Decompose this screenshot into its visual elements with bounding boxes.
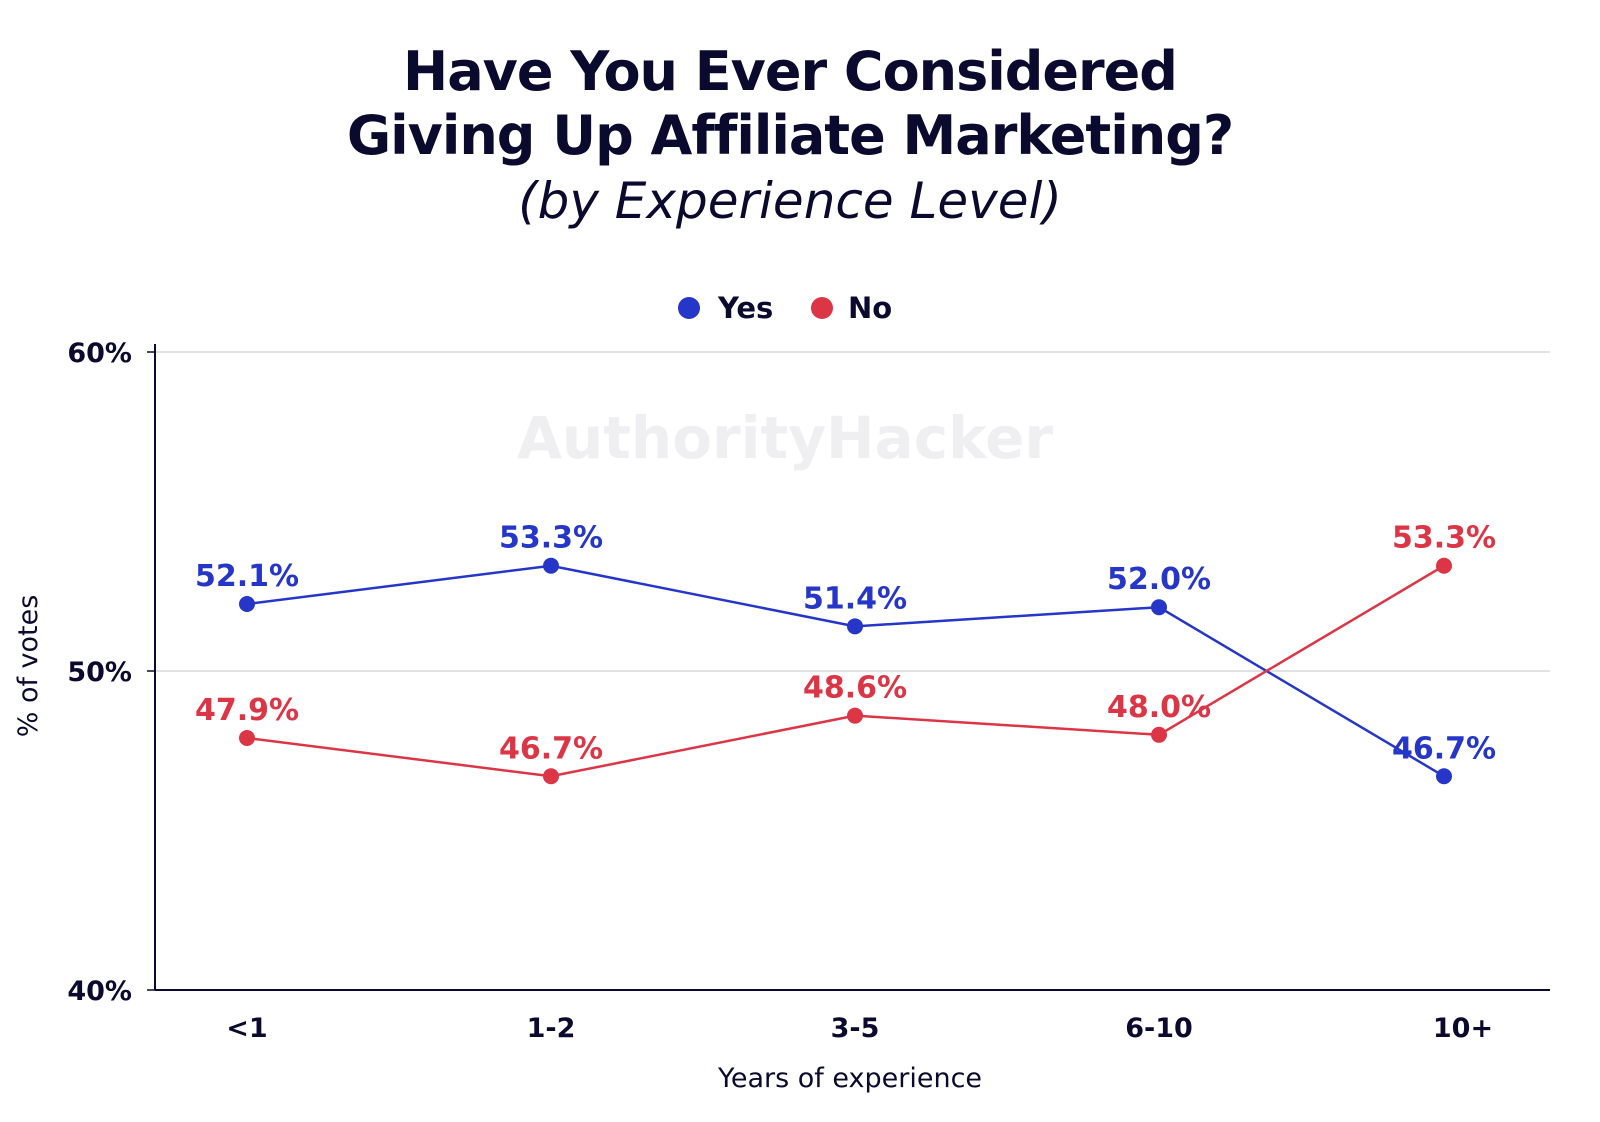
data-point-yes [239, 596, 255, 613]
data-point-yes [1436, 768, 1452, 785]
data-label-no: 47.9% [195, 693, 299, 728]
y-axis-title: % of votes [13, 595, 44, 738]
data-point-no [847, 707, 863, 724]
data-point-no [1436, 557, 1452, 574]
data-point-yes [1151, 599, 1167, 616]
chart-title-line2: Giving Up Affiliate Marketing? [346, 104, 1234, 167]
x-tick-label: 6-10 [1125, 1013, 1193, 1044]
x-tick-label: 10+ [1433, 1013, 1493, 1044]
y-tick-label: 40% [67, 976, 132, 1007]
x-tick-label: 1-2 [527, 1013, 576, 1044]
x-tick-label: 3-5 [831, 1013, 880, 1044]
legend-label-yes: Yes [717, 291, 773, 325]
y-tick-label: 60% [67, 338, 132, 369]
chart-subtitle: (by Experience Level) [518, 172, 1062, 230]
data-label-yes: 53.3% [499, 521, 603, 556]
data-point-yes [543, 557, 559, 574]
data-label-yes: 52.0% [1107, 562, 1211, 597]
data-point-no [543, 768, 559, 785]
data-label-yes: 46.7% [1392, 731, 1496, 766]
data-label-yes: 52.1% [195, 559, 299, 594]
x-axis-title: Years of experience [717, 1063, 982, 1094]
data-label-no: 46.7% [499, 731, 603, 766]
legend-label-no: No [848, 291, 892, 325]
data-point-no [1151, 726, 1167, 743]
legend-marker-yes [678, 297, 700, 319]
chart-title-line1: Have You Ever Considered [403, 40, 1178, 103]
data-label-yes: 51.4% [803, 581, 907, 616]
y-tick-label: 50% [67, 657, 132, 688]
legend-marker-no [811, 297, 833, 319]
data-label-no: 48.6% [803, 671, 907, 706]
data-point-no [239, 729, 255, 746]
data-point-yes [847, 618, 863, 635]
data-label-no: 48.0% [1107, 690, 1211, 725]
data-label-no: 53.3% [1392, 521, 1496, 556]
watermark: AuthorityHacker [517, 404, 1053, 472]
x-tick-label: <1 [226, 1013, 267, 1044]
